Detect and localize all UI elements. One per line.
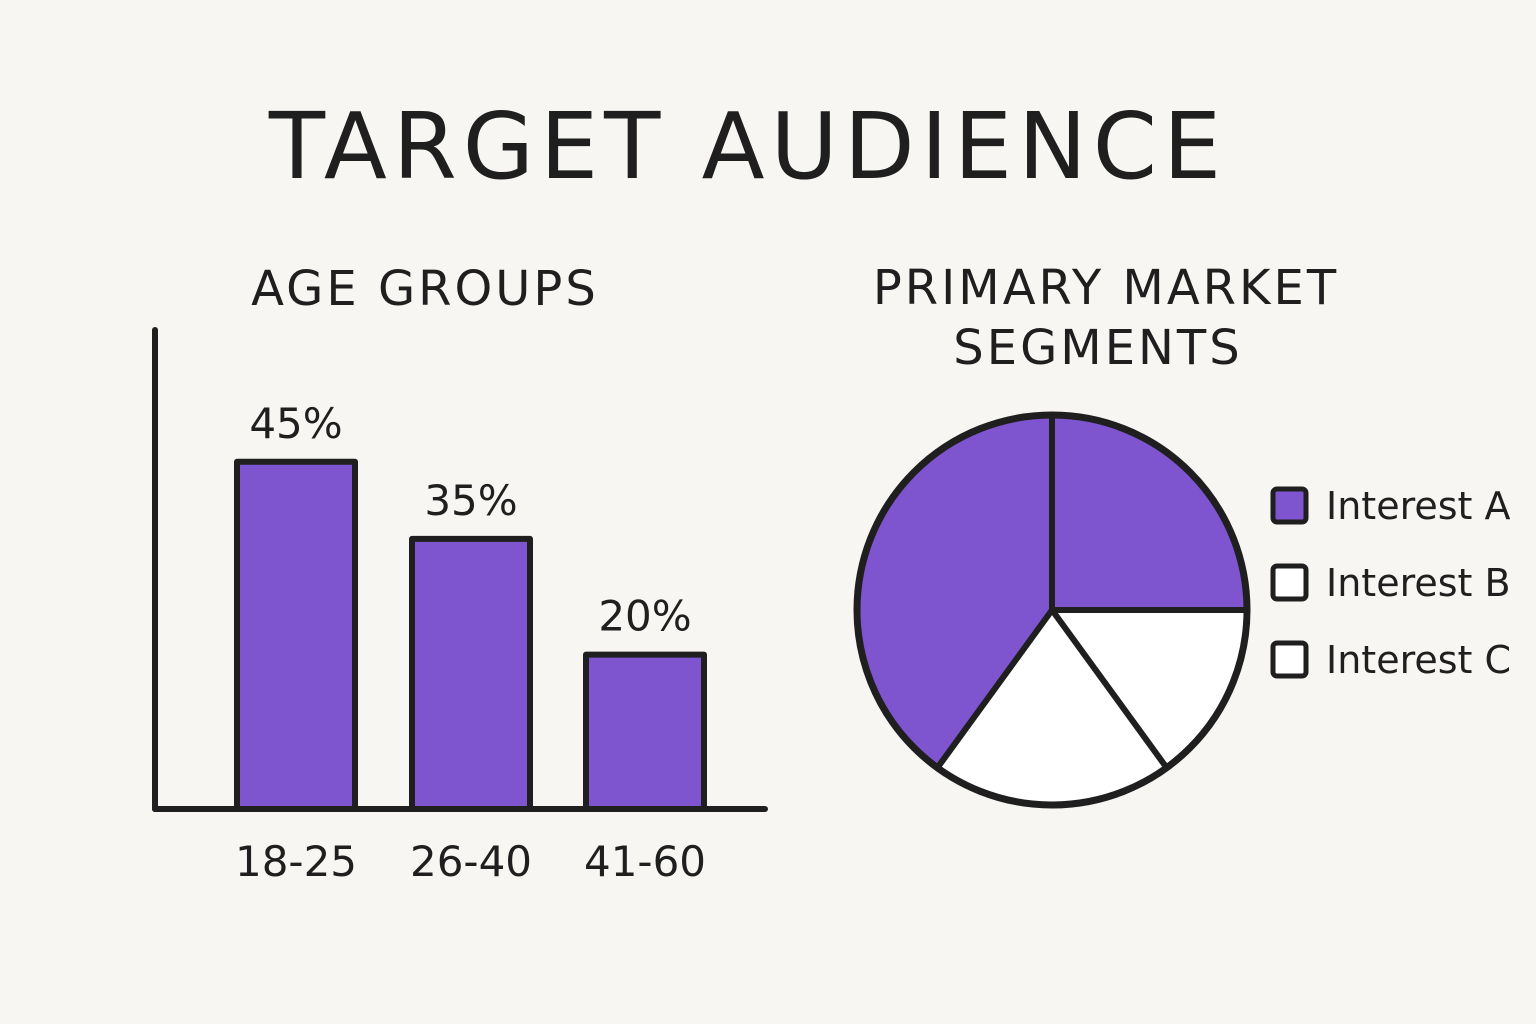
x-tick-label: 18-25 [235,837,357,886]
legend-label: Interest B [1326,561,1511,605]
legend-swatch [1270,563,1309,602]
bar-26-40 [409,535,533,813]
legend-label: Interest C [1326,638,1511,682]
market-segments-title-line-2: SEGMENTS [953,320,1242,376]
bar-18-25 [234,458,358,812]
bar-value-label: 20% [598,592,691,641]
legend-swatch [1270,640,1309,679]
age-groups-title: AGE GROUPS [251,261,599,317]
bar-41-60 [583,651,707,813]
page-title: TARGET AUDIENCE [268,93,1227,200]
market-segments-chart: PRIMARY MARKET SEGMENTS Interest AIntere… [853,260,1511,809]
bar-value-label: 45% [249,399,342,448]
x-tick-label: 26-40 [410,837,532,886]
legend-swatch [1270,486,1309,525]
bar-value-label: 35% [424,476,517,525]
market-segments-title-line-1: PRIMARY MARKET [873,260,1339,316]
pie-outline [853,411,1251,809]
bars-group: 45% 18-25 35% 26-40 20% 41-60 [234,399,707,886]
pie-group [853,411,1251,809]
age-groups-chart: AGE GROUPS 45% 18-25 35% 26-40 20% 41-60 [152,261,768,886]
x-tick-label: 41-60 [584,837,706,886]
legend: Interest A Interest B Interest C [1270,484,1511,682]
legend-label: Interest A [1326,484,1511,528]
